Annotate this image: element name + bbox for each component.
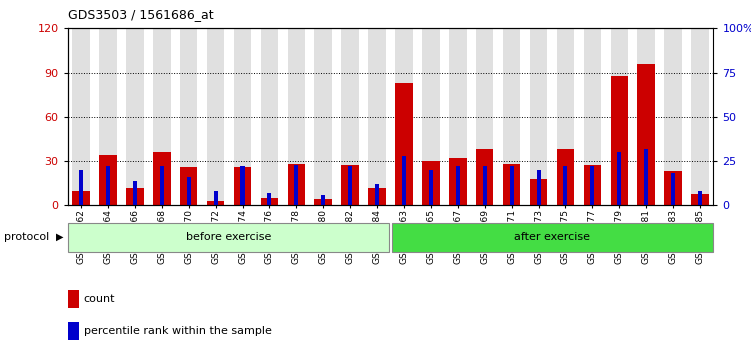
Bar bbox=[510, 166, 514, 205]
Bar bbox=[584, 166, 601, 205]
Bar bbox=[342, 166, 359, 205]
Bar bbox=[213, 191, 218, 205]
Bar bbox=[79, 170, 83, 205]
Bar bbox=[321, 195, 325, 205]
Bar bbox=[180, 167, 198, 205]
Bar bbox=[395, 83, 413, 205]
Bar bbox=[483, 166, 487, 205]
Bar bbox=[368, 28, 386, 205]
Bar bbox=[691, 28, 709, 205]
Bar bbox=[456, 166, 460, 205]
Bar bbox=[691, 194, 709, 205]
Bar bbox=[261, 198, 278, 205]
Text: percentile rank within the sample: percentile rank within the sample bbox=[84, 326, 272, 336]
Bar bbox=[153, 152, 170, 205]
Bar bbox=[240, 166, 245, 205]
Bar bbox=[348, 166, 352, 205]
Bar bbox=[99, 28, 116, 205]
Bar bbox=[234, 28, 252, 205]
Bar bbox=[315, 199, 332, 205]
Bar bbox=[395, 28, 413, 205]
Bar bbox=[126, 28, 143, 205]
Text: before exercise: before exercise bbox=[186, 232, 272, 242]
Bar bbox=[476, 149, 493, 205]
Bar bbox=[638, 28, 655, 205]
Text: GDS3503 / 1561686_at: GDS3503 / 1561686_at bbox=[68, 8, 213, 21]
Bar bbox=[503, 28, 520, 205]
Bar bbox=[126, 188, 143, 205]
FancyBboxPatch shape bbox=[68, 223, 389, 251]
Bar bbox=[68, 290, 79, 308]
Bar bbox=[671, 173, 675, 205]
Bar bbox=[611, 75, 628, 205]
Bar bbox=[449, 158, 466, 205]
Bar bbox=[563, 166, 568, 205]
Bar bbox=[267, 193, 271, 205]
Bar bbox=[207, 28, 225, 205]
Bar bbox=[187, 177, 191, 205]
Bar bbox=[611, 28, 628, 205]
Bar bbox=[68, 322, 79, 340]
Bar bbox=[556, 149, 575, 205]
Bar bbox=[529, 28, 547, 205]
Bar bbox=[422, 28, 439, 205]
Bar bbox=[638, 64, 655, 205]
Bar bbox=[590, 166, 594, 205]
Bar bbox=[153, 28, 170, 205]
Bar bbox=[315, 28, 332, 205]
Bar bbox=[99, 155, 116, 205]
Bar bbox=[402, 156, 406, 205]
Text: count: count bbox=[84, 295, 115, 304]
Text: protocol: protocol bbox=[4, 232, 49, 242]
Bar bbox=[133, 181, 137, 205]
Bar bbox=[288, 164, 305, 205]
Bar bbox=[529, 179, 547, 205]
Bar bbox=[429, 170, 433, 205]
Text: ▶: ▶ bbox=[56, 232, 64, 242]
Bar bbox=[72, 28, 90, 205]
Bar bbox=[422, 161, 439, 205]
Bar bbox=[536, 170, 541, 205]
Bar bbox=[207, 201, 225, 205]
Bar bbox=[665, 171, 682, 205]
Bar bbox=[72, 190, 90, 205]
Bar bbox=[106, 166, 110, 205]
FancyBboxPatch shape bbox=[392, 223, 713, 251]
Bar bbox=[698, 191, 702, 205]
Bar bbox=[503, 164, 520, 205]
Bar bbox=[584, 28, 601, 205]
Bar bbox=[476, 28, 493, 205]
Bar bbox=[556, 28, 575, 205]
Bar bbox=[375, 184, 379, 205]
Bar bbox=[644, 149, 648, 205]
Bar bbox=[261, 28, 278, 205]
Bar bbox=[342, 28, 359, 205]
Bar bbox=[234, 167, 252, 205]
Bar bbox=[288, 28, 305, 205]
Bar bbox=[180, 28, 198, 205]
Bar bbox=[665, 28, 682, 205]
Bar bbox=[449, 28, 466, 205]
Bar bbox=[294, 165, 298, 205]
Text: after exercise: after exercise bbox=[514, 232, 590, 242]
Bar bbox=[160, 166, 164, 205]
Bar bbox=[368, 188, 386, 205]
Bar bbox=[617, 152, 621, 205]
